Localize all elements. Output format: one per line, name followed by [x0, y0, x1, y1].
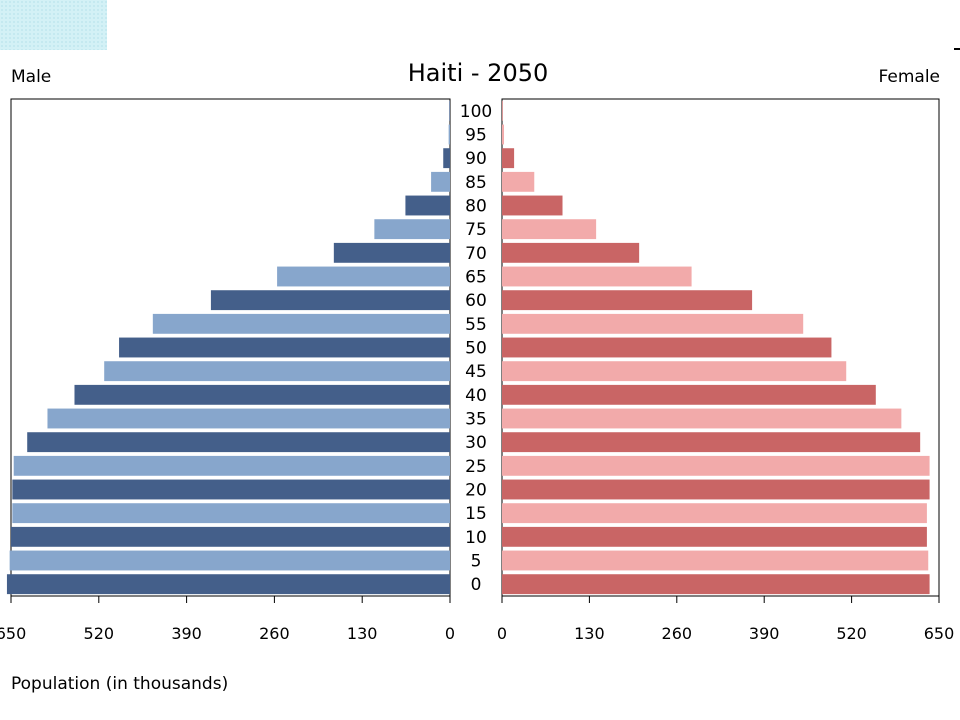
- male-bar-age-100: [449, 100, 450, 121]
- male-bar-age-50: [119, 337, 451, 358]
- decorative-dash: [954, 48, 960, 50]
- decorative-corner-box: [0, 0, 107, 50]
- male-bar-age-65: [277, 266, 450, 287]
- male-bar-age-10: [11, 526, 450, 547]
- male-bar-age-15: [12, 503, 450, 524]
- male-bar-age-85: [431, 171, 450, 192]
- age-label: 75: [465, 220, 487, 240]
- age-label: 80: [465, 197, 487, 217]
- male-bar-age-45: [104, 361, 451, 382]
- female-bar-age-50: [502, 337, 832, 358]
- female-bar-age-15: [502, 503, 927, 524]
- male-bar-age-75: [374, 219, 450, 240]
- age-label: 60: [465, 291, 487, 311]
- female-x-tick-label: 260: [662, 624, 693, 643]
- male-bar-age-60: [210, 290, 450, 311]
- female-bar-age-60: [502, 290, 753, 311]
- female-bar-age-10: [502, 526, 927, 547]
- age-label: 15: [465, 504, 487, 524]
- age-label: 95: [465, 126, 487, 146]
- male-bar-age-25: [13, 455, 450, 476]
- male-bar-age-80: [405, 195, 450, 216]
- female-bar-age-85: [502, 171, 535, 192]
- male-bar-age-30: [27, 432, 451, 453]
- female-bar-age-95: [502, 124, 505, 145]
- age-label: 45: [465, 362, 487, 382]
- female-x-tick-label: 130: [574, 624, 605, 643]
- x-axis-label: Population (in thousands): [11, 674, 228, 694]
- male-bar-age-90: [443, 148, 450, 169]
- male-bar-age-35: [47, 408, 451, 429]
- male-bar-age-5: [9, 550, 450, 571]
- female-x-tick-label: 390: [749, 624, 780, 643]
- age-label: 55: [465, 315, 487, 335]
- age-label: 25: [465, 457, 487, 477]
- female-bar-age-90: [502, 148, 515, 169]
- female-label: Female: [879, 67, 940, 87]
- female-bar-age-30: [502, 432, 921, 453]
- age-label: 50: [465, 339, 487, 359]
- age-label: 20: [465, 481, 487, 501]
- male-x-tick-label: 0: [445, 624, 455, 643]
- female-bar-age-55: [502, 313, 804, 334]
- chart-title: Haiti - 2050: [408, 59, 549, 87]
- male-x-tick-label: 390: [171, 624, 202, 643]
- age-label: 65: [465, 268, 487, 288]
- male-x-tick-label: 520: [84, 624, 115, 643]
- female-bar-age-5: [502, 550, 929, 571]
- female-bar-age-20: [502, 479, 930, 500]
- female-bar-age-75: [502, 219, 597, 240]
- age-label: 90: [465, 149, 487, 169]
- male-x-tick-label: 130: [347, 624, 378, 643]
- age-label: 35: [465, 410, 487, 430]
- female-x-tick-label: 650: [924, 624, 955, 643]
- male-bar-age-95: [448, 124, 450, 145]
- male-bar-age-70: [333, 242, 450, 263]
- female-bar-age-40: [502, 384, 876, 405]
- age-label: 70: [465, 244, 487, 264]
- female-bar-age-35: [502, 408, 902, 429]
- female-x-tick-label: 0: [497, 624, 507, 643]
- age-label: 30: [465, 433, 487, 453]
- female-bar-age-25: [502, 455, 930, 476]
- female-bar-age-45: [502, 361, 847, 382]
- age-label: 40: [465, 386, 487, 406]
- male-bar-age-20: [12, 479, 450, 500]
- male-x-tick-label: 650: [0, 624, 26, 643]
- age-label: 5: [471, 552, 482, 572]
- male-bar-age-55: [152, 313, 451, 334]
- male-bar-age-0: [6, 574, 450, 595]
- age-label: 85: [465, 173, 487, 193]
- age-label: 0: [471, 575, 482, 595]
- male-x-tick-label: 260: [259, 624, 290, 643]
- female-bar-age-65: [502, 266, 692, 287]
- female-bar-age-80: [502, 195, 563, 216]
- male-label: Male: [11, 67, 51, 87]
- female-bar-age-100: [502, 100, 503, 121]
- female-x-tick-label: 520: [836, 624, 867, 643]
- female-bar-age-0: [502, 574, 930, 595]
- age-label: 100: [460, 102, 492, 122]
- male-bar-age-40: [74, 384, 451, 405]
- age-label: 10: [465, 528, 487, 548]
- female-bar-age-70: [502, 242, 640, 263]
